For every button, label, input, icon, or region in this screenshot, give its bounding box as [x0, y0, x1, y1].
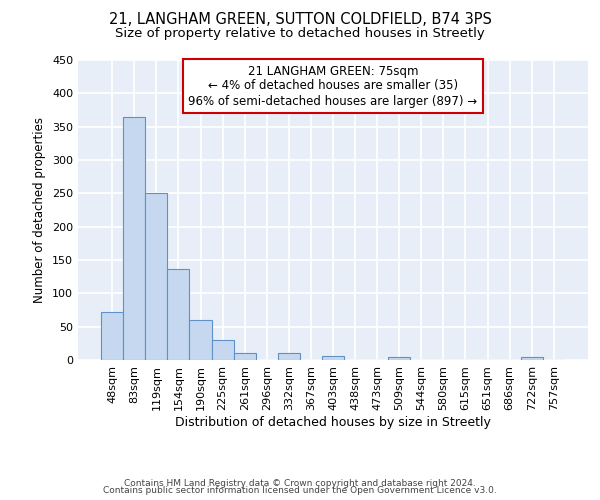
Bar	[101, 312, 123, 360]
Bar	[233, 354, 256, 360]
Bar	[145, 192, 167, 360]
Text: 21 LANGHAM GREEN: 75sqm
← 4% of detached houses are smaller (35)
96% of semi-det: 21 LANGHAM GREEN: 75sqm ← 4% of detached…	[188, 64, 478, 108]
X-axis label: Distribution of detached houses by size in Streetly: Distribution of detached houses by size …	[175, 416, 491, 428]
Bar	[521, 356, 543, 360]
Text: Contains public sector information licensed under the Open Government Licence v3: Contains public sector information licen…	[103, 486, 497, 495]
Bar	[278, 354, 300, 360]
Bar	[212, 340, 233, 360]
Text: 21, LANGHAM GREEN, SUTTON COLDFIELD, B74 3PS: 21, LANGHAM GREEN, SUTTON COLDFIELD, B74…	[109, 12, 491, 28]
Text: Size of property relative to detached houses in Streetly: Size of property relative to detached ho…	[115, 28, 485, 40]
Bar	[388, 356, 410, 360]
Bar	[190, 320, 212, 360]
Bar	[322, 356, 344, 360]
Bar	[167, 270, 190, 360]
Y-axis label: Number of detached properties: Number of detached properties	[34, 117, 46, 303]
Text: Contains HM Land Registry data © Crown copyright and database right 2024.: Contains HM Land Registry data © Crown c…	[124, 478, 476, 488]
Bar	[123, 116, 145, 360]
